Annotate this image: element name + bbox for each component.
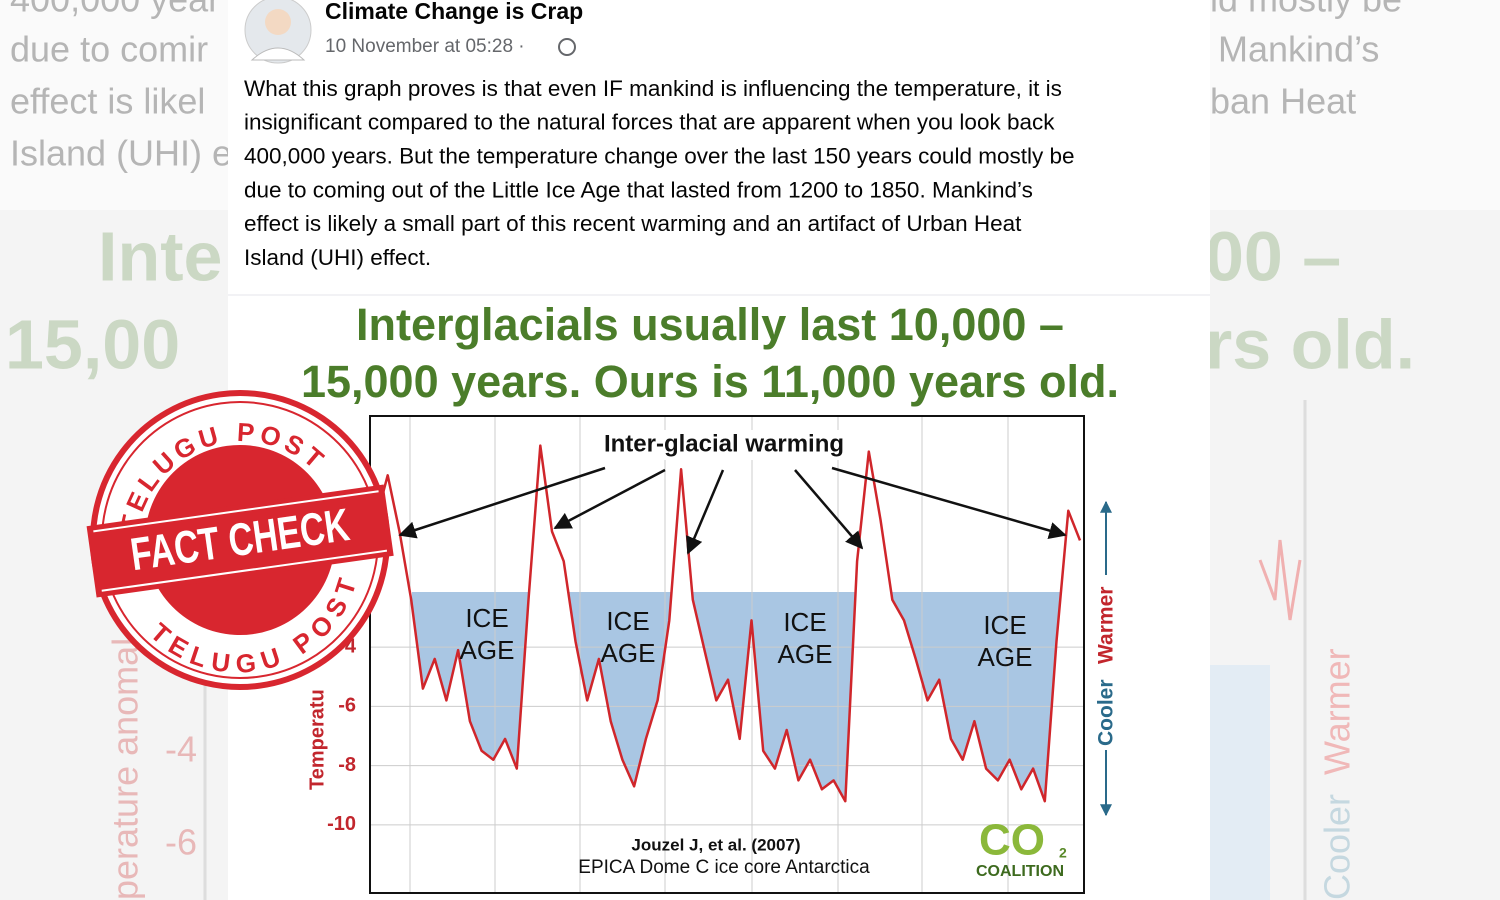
image-title: 15,000 years. Ours is 11,000 years old.	[301, 356, 1119, 407]
bg-line: ban Heat	[1210, 81, 1356, 122]
bg-axis-label: Warmer	[1317, 648, 1358, 775]
bg-axis-label: perature anomal	[105, 638, 146, 900]
body-line: due to coming out of the Little Ice Age …	[244, 177, 1033, 202]
annotation-arrow	[831, 466, 1067, 540]
region-label: AGE	[460, 635, 515, 665]
globe-icon	[558, 38, 576, 56]
y-tick-label: -8	[338, 754, 356, 776]
annotation-arrow	[686, 469, 725, 555]
temperature-line	[374, 444, 1082, 803]
below-curve	[376, 445, 1080, 893]
bg-title: 15,00	[5, 305, 180, 383]
y-axis-label: Temperatu	[306, 689, 328, 790]
region-label: AGE	[978, 642, 1033, 672]
annotation-arrow	[398, 466, 606, 539]
banner-line	[93, 490, 379, 533]
y-tick-label: -10	[327, 813, 356, 835]
right-axis-warmer: Warmer	[1095, 587, 1118, 664]
body-line: What this graph proves is that even IF m…	[244, 76, 1062, 101]
bg-title: 00 –	[1205, 217, 1341, 295]
annotation-arrow	[553, 468, 666, 530]
bg-line: Mankind’s	[1218, 29, 1379, 70]
stamp-banner	[86, 484, 394, 598]
annotation: Inter-glacial warming	[604, 430, 844, 457]
bg-line: ld mostly be	[1210, 0, 1402, 20]
logo-sub: 2	[1059, 845, 1067, 861]
author-name[interactable]: Climate Change is Crap	[325, 0, 583, 24]
fact-check-stamp: TELUGU POST TELUGU POST FACT CHECK	[86, 390, 394, 692]
annotation-arrow	[794, 469, 864, 550]
bg-fill	[1210, 665, 1270, 900]
body-line: effect is likely a small part of this re…	[244, 211, 1022, 236]
bg-title: Inte	[98, 217, 222, 295]
annotation-bg	[588, 430, 860, 460]
source-detail: EPICA Dome C ice core Antarctica	[578, 857, 870, 878]
logo-co: CO	[979, 816, 1045, 865]
region-label: ICE	[606, 606, 649, 636]
bg-line: due to comir	[10, 29, 208, 70]
region-label: AGE	[601, 638, 656, 668]
region-label: AGE	[778, 639, 833, 669]
y-tick-label: -6	[338, 695, 356, 717]
avatar-coat	[250, 47, 306, 61]
bg-line: effect is likel	[10, 81, 205, 122]
bg-title: rs old.	[1205, 305, 1415, 383]
bg-line: Island (UHI) e	[10, 133, 232, 174]
avatar-face	[265, 9, 291, 35]
bg-line: 400,000 year	[10, 0, 220, 20]
plot-frame	[369, 415, 1085, 894]
bg-curve	[1258, 539, 1302, 621]
logo-name: COALITION	[976, 863, 1064, 880]
body-line: Island (UHI) effect.	[244, 245, 431, 270]
bg-axis-label: Cooler	[1317, 794, 1358, 900]
right-axis-cooler: Cooler	[1095, 679, 1118, 746]
banner-line	[101, 549, 388, 592]
post-body: What this graph proves is that even IF m…	[244, 76, 1075, 270]
body-line: insignificant compared to the natural fo…	[244, 110, 1055, 135]
bg-tick: -4	[165, 729, 197, 770]
body-line: 400,000 years. But the temperature chang…	[244, 144, 1075, 169]
timestamp[interactable]: 10 November at 05:28 ·	[325, 36, 525, 57]
image-title: Interglacials usually last 10,000 –	[356, 299, 1064, 350]
region-label: ICE	[465, 603, 508, 633]
region-label: ICE	[983, 610, 1026, 640]
region-label: ICE	[783, 607, 826, 637]
bg-tick: -6	[165, 822, 197, 863]
background-text: 400,000 year due to comir effect is like…	[5, 0, 1415, 900]
source-author: Jouzel J, et al. (2007)	[631, 835, 800, 854]
